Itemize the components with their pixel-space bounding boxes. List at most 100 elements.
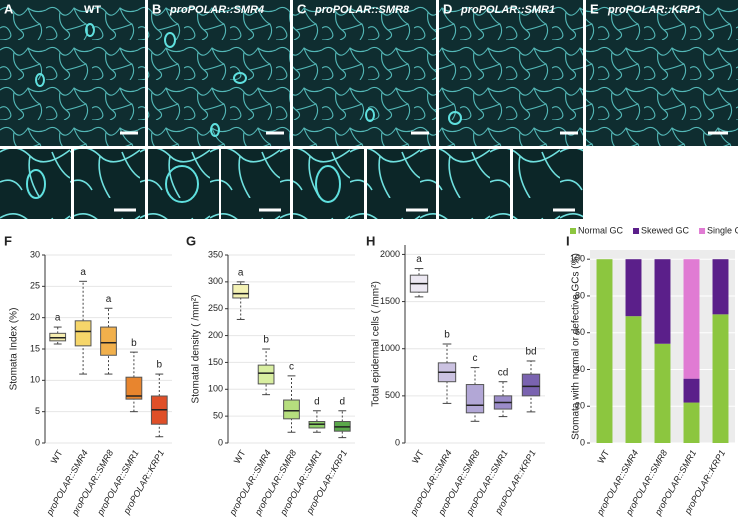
- significance-letter: b: [444, 330, 450, 341]
- y-axis-label: Stomata with normal or defective GCs (%): [571, 253, 582, 440]
- image: [74, 149, 145, 219]
- panel-letter: G: [186, 233, 196, 248]
- image: [0, 0, 145, 146]
- y-tick-label: 300: [208, 276, 223, 286]
- panel-letter: E: [590, 1, 599, 16]
- box: [100, 326, 117, 356]
- box: [465, 384, 485, 414]
- panel-letter: D: [443, 1, 452, 16]
- box: [521, 373, 541, 397]
- panel-label: proPOLAR::KRP1: [607, 4, 701, 16]
- y-tick-label: 500: [385, 390, 400, 400]
- y-tick-label: 15: [30, 343, 40, 353]
- legend-swatch: [699, 228, 706, 234]
- y-axis-label: Stomatal density ( /mm²): [191, 295, 202, 404]
- image: [148, 0, 290, 146]
- significance-letter: c: [289, 361, 294, 372]
- y-tick-label: 5: [35, 406, 40, 416]
- bar-segment: [712, 314, 729, 443]
- panel-label: proPOLAR::SMR1: [460, 4, 555, 16]
- x-tick-label: WT: [49, 448, 65, 466]
- y-tick-label: 60: [575, 327, 585, 337]
- significance-letter: b: [131, 338, 137, 349]
- scale-bars: [114, 131, 728, 212]
- significance-letter: cd: [498, 367, 509, 378]
- y-tick-label: 40: [575, 364, 585, 374]
- y-tick-label: 100: [208, 384, 223, 394]
- significance-letter: b: [263, 335, 269, 346]
- panel-label: WT: [84, 4, 101, 16]
- bar-segment: [683, 378, 700, 403]
- panel-letter: H: [366, 233, 375, 248]
- bar-segment: [712, 259, 729, 315]
- legend-swatch: [570, 228, 576, 234]
- image: [148, 149, 219, 219]
- image: [439, 149, 510, 219]
- y-tick-label: 0: [35, 437, 40, 447]
- legend-label: Single GC: [707, 225, 738, 235]
- bar-segment: [625, 316, 642, 443]
- box: [74, 320, 92, 347]
- significance-letter: bd: [525, 347, 536, 358]
- y-tick-label: 25: [30, 281, 40, 291]
- significance-letter: d: [314, 396, 320, 407]
- legend-label: Skewed GC: [641, 225, 690, 235]
- legend-label: Normal GC: [578, 225, 624, 235]
- bar-segment: [654, 343, 671, 443]
- significance-letter: d: [340, 396, 346, 407]
- y-tick-label: 10: [30, 375, 40, 385]
- bar-segment: [625, 259, 642, 317]
- x-tick-label: WT: [410, 448, 426, 466]
- panel-letter: B: [152, 1, 161, 16]
- stomata: [26, 23, 462, 203]
- image: [439, 0, 583, 146]
- y-tick-label: 20: [575, 401, 585, 411]
- bar-segment: [654, 259, 671, 344]
- x-tick-label: WT: [232, 448, 248, 466]
- image: [513, 149, 583, 219]
- y-tick-label: 1000: [380, 343, 400, 353]
- y-tick-label: 50: [213, 411, 223, 421]
- y-tick-label: 0: [218, 437, 223, 447]
- bar-segment: [596, 259, 613, 443]
- significance-letter: a: [238, 267, 244, 278]
- y-tick-label: 2000: [380, 249, 400, 259]
- panel-letter: I: [566, 233, 570, 248]
- y-tick-label: 250: [208, 303, 223, 313]
- box: [257, 364, 275, 385]
- panel-letter: F: [4, 233, 12, 248]
- y-tick-label: 0: [580, 437, 585, 447]
- y-tick-label: 80: [575, 290, 585, 300]
- x-tick-label: WT: [596, 448, 612, 466]
- legend-swatch: [633, 228, 640, 234]
- panel-label: proPOLAR::SMR8: [314, 4, 410, 16]
- image: [221, 149, 290, 219]
- significance-letter: a: [55, 313, 61, 324]
- y-axis-label: Total epidermal cells ( /mm²): [371, 281, 382, 407]
- image: [293, 0, 436, 146]
- y-tick-label: 350: [208, 249, 223, 259]
- image: [0, 149, 71, 219]
- bar-segment: [683, 402, 700, 443]
- box: [283, 399, 300, 420]
- significance-letter: c: [473, 353, 478, 364]
- y-tick-label: 150: [208, 357, 223, 367]
- panel-letter: A: [4, 1, 14, 16]
- y-tick-label: 20: [30, 312, 40, 322]
- y-tick-label: 200: [208, 330, 223, 340]
- bar-segment: [683, 259, 700, 379]
- box: [232, 284, 250, 299]
- image: [293, 149, 364, 219]
- image: [586, 0, 738, 146]
- significance-letter: a: [416, 254, 422, 265]
- panel-letter: C: [297, 1, 307, 16]
- y-tick-label: 0: [395, 437, 400, 447]
- y-tick-label: 30: [30, 249, 40, 259]
- panel-label: proPOLAR::SMR4: [169, 4, 264, 16]
- significance-letter: a: [80, 267, 86, 278]
- y-tick-label: 100: [570, 254, 585, 264]
- micrographs: [0, 0, 738, 219]
- image: [367, 149, 436, 219]
